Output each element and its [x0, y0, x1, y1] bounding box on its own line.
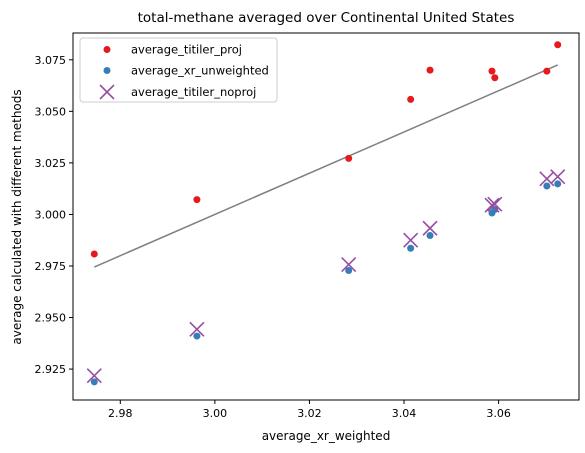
y-tick-label: 3.000 — [35, 208, 67, 221]
x-tick-label: 3.06 — [486, 407, 511, 420]
y-tick-label: 3.075 — [35, 54, 67, 67]
point-average-titiler-proj — [426, 66, 434, 74]
x-tick-label: 3.00 — [203, 407, 228, 420]
point-average-titiler-proj — [543, 67, 551, 75]
legend-marker-average-titiler-noproj — [99, 84, 115, 100]
y-tick-label: 2.950 — [35, 312, 67, 325]
y-tick-label: 2.925 — [35, 363, 67, 376]
point-average-titiler-proj — [193, 196, 201, 204]
point-average-xr-unweighted — [491, 205, 499, 213]
point-average-titiler-proj — [345, 154, 353, 162]
point-average-xr-unweighted — [345, 267, 353, 275]
point-average-titiler-proj — [554, 41, 562, 49]
legend-marker-average-titiler-proj — [103, 46, 111, 53]
point-average-titiler-noproj — [341, 256, 357, 273]
point-average-xr-unweighted — [554, 180, 562, 188]
legend-label-average-titiler-proj: average_titiler_proj — [131, 43, 242, 57]
x-tick-label: 3.04 — [392, 407, 417, 420]
point-average-titiler-proj — [488, 67, 496, 75]
y-tick-label: 3.025 — [35, 157, 67, 170]
reference-line — [93, 64, 559, 268]
point-average-xr-unweighted — [407, 244, 415, 252]
legend-marker-average-xr-unweighted — [103, 67, 111, 74]
plot-frame — [72, 32, 580, 401]
point-average-xr-unweighted — [193, 332, 201, 340]
plot-area — [86, 41, 566, 386]
x-axis-label: average_xr_weighted — [262, 429, 391, 443]
x-tick-label: 3.02 — [297, 407, 322, 420]
point-average-titiler-noproj — [550, 169, 566, 185]
point-average-titiler-proj — [90, 250, 98, 258]
legend-label-average-xr-unweighted: average_xr_unweighted — [131, 64, 269, 78]
point-average-titiler-noproj — [487, 196, 503, 212]
point-average-titiler-noproj — [403, 232, 419, 248]
x-tick-label: 2.98 — [108, 407, 133, 420]
point-average-titiler-proj — [491, 74, 499, 82]
chart-title: total-methane averaged over Continental … — [138, 10, 515, 26]
legend-box — [79, 37, 278, 103]
point-average-xr-unweighted — [543, 182, 551, 190]
y-tick-label: 3.050 — [35, 105, 67, 118]
point-average-xr-unweighted — [426, 231, 434, 239]
point-average-titiler-noproj — [422, 220, 438, 236]
y-axis-label: average calculated with different method… — [10, 89, 24, 344]
point-average-titiler-proj — [407, 95, 415, 103]
legend: average_titiler_proj average_xr_unweight… — [79, 37, 278, 103]
point-average-titiler-noproj — [86, 368, 102, 384]
axis-ticks: 2.98 3.00 3.02 3.04 3.06 2.925 2.950 2.975 3.000… — [35, 54, 511, 420]
y-tick-label: 2.975 — [35, 260, 67, 273]
point-average-xr-unweighted — [90, 378, 98, 386]
point-average-titiler-noproj — [484, 197, 500, 213]
legend-label-average-titiler-noproj: average_titiler_noproj — [131, 85, 256, 99]
point-average-titiler-noproj — [189, 321, 205, 337]
